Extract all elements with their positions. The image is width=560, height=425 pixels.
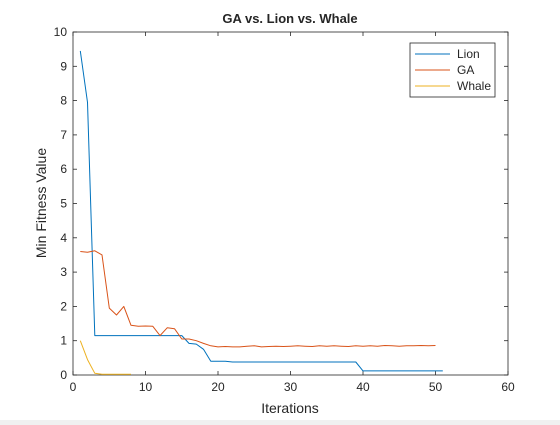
series-line-lion <box>79 50 443 372</box>
x-tick-label: 60 <box>501 380 515 394</box>
y-tick-label: 0 <box>60 368 67 382</box>
y-tick-label: 8 <box>60 94 67 108</box>
legend-label-lion: Lion <box>457 47 480 61</box>
y-tick-label: 4 <box>60 231 67 245</box>
y-tick-label: 10 <box>54 25 68 39</box>
y-tick-label: 3 <box>60 265 67 279</box>
series-line-ga <box>80 250 436 348</box>
y-tick-label: 9 <box>60 59 67 73</box>
legend-label-ga: GA <box>457 63 474 77</box>
legend-label-whale: Whale <box>457 79 491 93</box>
x-tick-label: 10 <box>139 380 153 394</box>
y-tick-label: 1 <box>60 334 67 348</box>
y-tick-label: 6 <box>60 162 67 176</box>
x-tick-label: 50 <box>429 380 443 394</box>
y-tick-label: 2 <box>60 299 67 313</box>
x-axis: 0 10 20 30 40 50 60 <box>70 32 515 394</box>
x-axis-label: Iterations <box>261 400 319 416</box>
series-lines <box>79 50 443 375</box>
y-tick-label: 7 <box>60 128 67 142</box>
y-axis: 0 1 2 3 4 5 6 7 8 9 10 <box>54 25 508 382</box>
x-tick-label: 30 <box>284 380 298 394</box>
chart-title: GA vs. Lion vs. Whale <box>222 11 357 26</box>
x-tick-label: 0 <box>70 380 77 394</box>
y-tick-label: 5 <box>60 197 67 211</box>
legend: Lion GA Whale <box>409 42 496 98</box>
series-line-whale <box>79 340 131 375</box>
x-tick-label: 40 <box>356 380 370 394</box>
x-tick-label: 20 <box>211 380 225 394</box>
y-axis-label: Min Fitness Value <box>33 148 49 258</box>
